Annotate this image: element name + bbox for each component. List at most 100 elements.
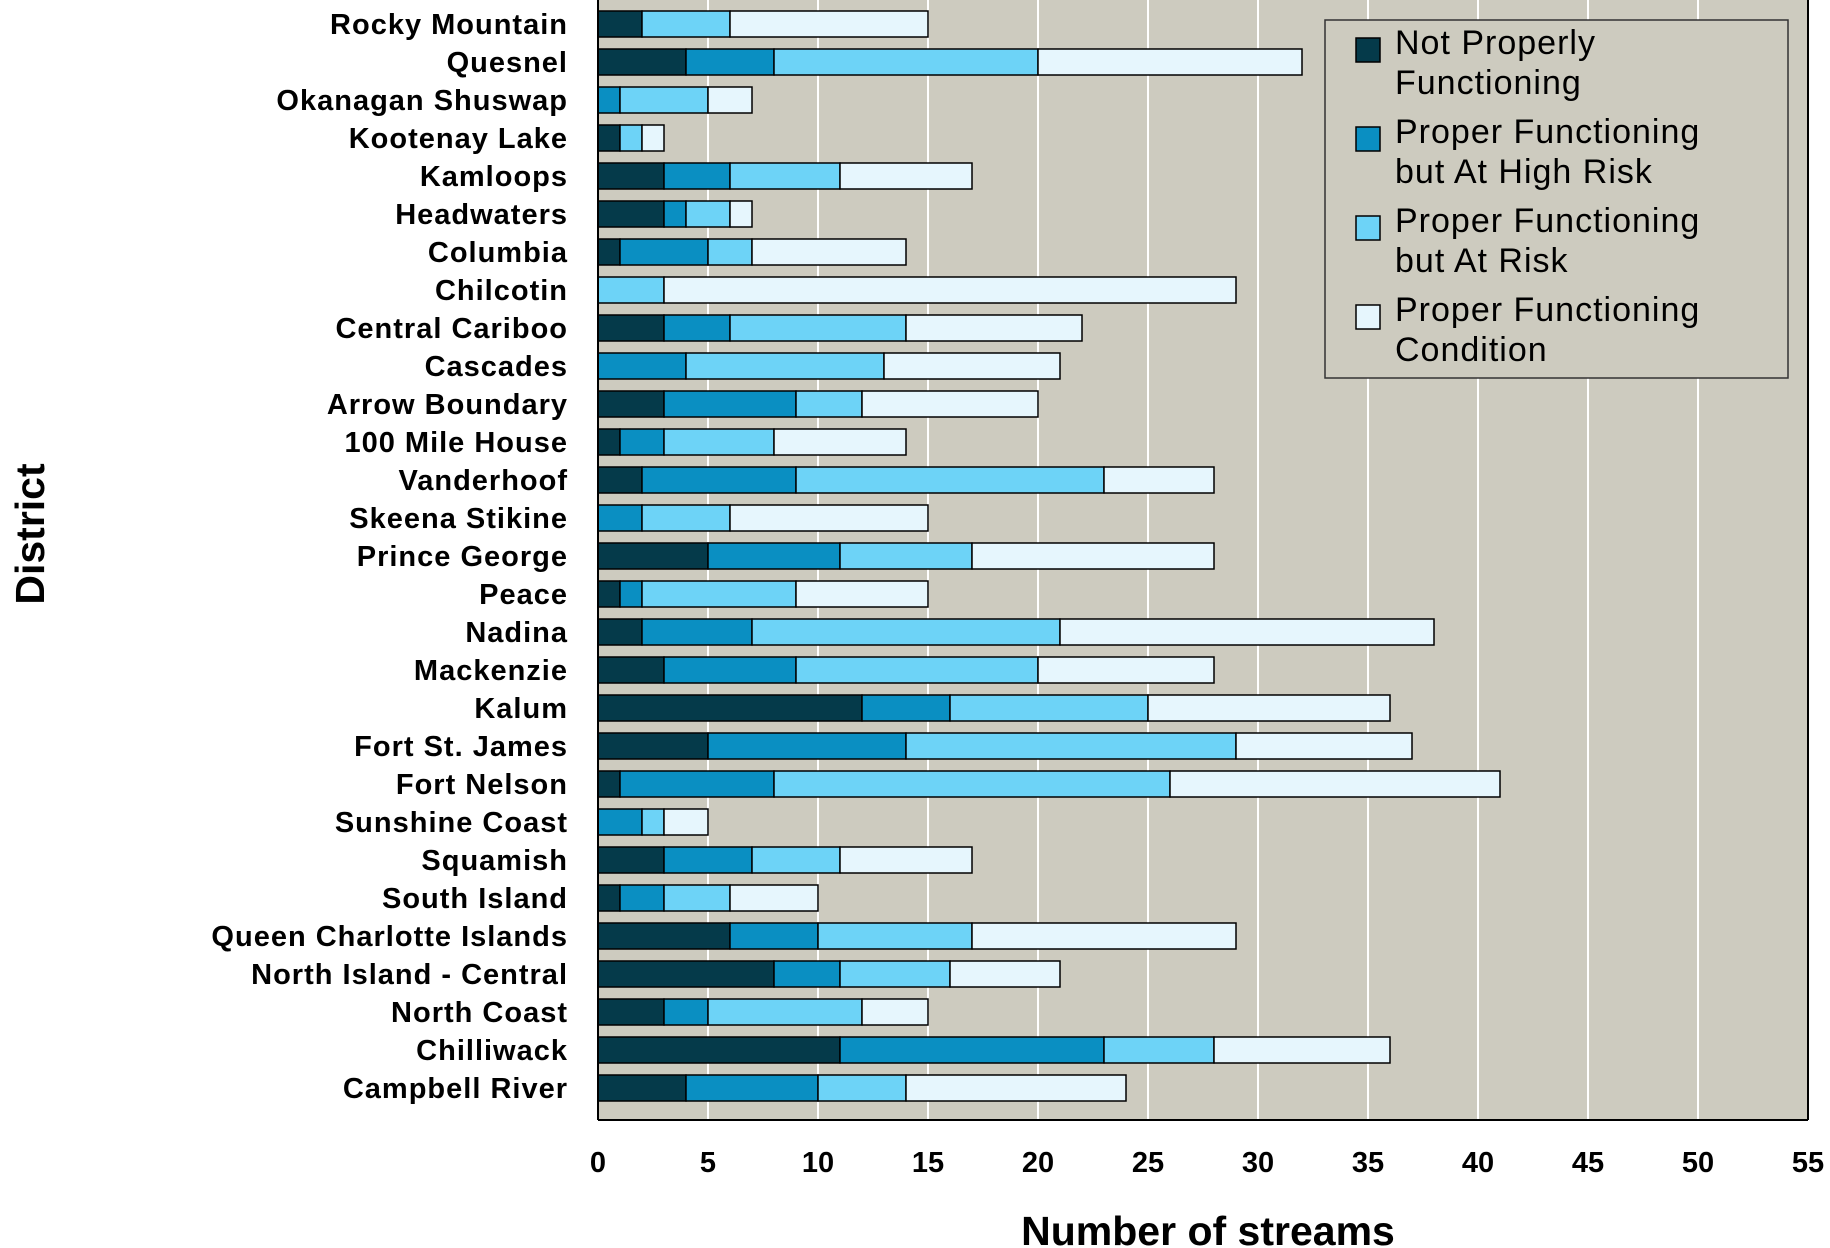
bar-segment [1235, 732, 1413, 760]
bar-segment [663, 428, 775, 456]
bar-segment [619, 86, 709, 114]
bar-segment [685, 200, 731, 228]
bar-segment [839, 960, 951, 988]
category-label: Chilcotin [435, 275, 568, 307]
bar-segment [597, 86, 621, 114]
legend-label: Condition [1395, 331, 1548, 369]
bar-segment [839, 542, 973, 570]
bar-segment [597, 770, 621, 798]
bar-segment [597, 1036, 841, 1064]
bar-segment [663, 808, 709, 836]
category-label: Queen Charlotte Islands [211, 921, 568, 953]
legend-label: Proper Functioning [1395, 113, 1700, 151]
bar-segment [905, 732, 1237, 760]
bar-segment [597, 656, 665, 684]
bar-segment [597, 1074, 687, 1102]
bar-segment [685, 352, 885, 380]
bar-segment [729, 504, 929, 532]
legend-label: Not Properly [1395, 24, 1596, 62]
bar-segment [641, 466, 797, 494]
bars [597, 10, 1501, 1102]
legend-swatch [1355, 304, 1381, 330]
x-tick-label: 50 [1682, 1147, 1714, 1179]
category-label: South Island [382, 883, 568, 915]
bar-segment [905, 314, 1083, 342]
x-tick-label: 55 [1792, 1147, 1824, 1179]
category-label: Peace [479, 579, 568, 611]
bar-segment [729, 10, 929, 38]
category-label: Fort Nelson [396, 769, 568, 801]
category-label: Kamloops [420, 161, 568, 193]
bar-segment [685, 48, 775, 76]
bar-segment [773, 48, 1039, 76]
x-tick-label: 35 [1352, 1147, 1384, 1179]
bar-segment [1147, 694, 1391, 722]
bar-segment [1103, 1036, 1215, 1064]
bar-segment [597, 846, 665, 874]
bar-segment [861, 390, 1039, 418]
bar-segment [597, 580, 621, 608]
bar-segment [597, 618, 643, 646]
legend-swatch [1355, 37, 1381, 63]
bar-segment [1213, 1036, 1391, 1064]
bar-segment [971, 542, 1215, 570]
bar-segment [597, 276, 665, 304]
bar-segment [597, 48, 687, 76]
bar-segment [795, 466, 1105, 494]
bar-segment [619, 238, 709, 266]
category-label: Prince George [357, 541, 568, 573]
bar-segment [663, 162, 731, 190]
category-label: Fort St. James [354, 731, 568, 763]
legend-label: but At Risk [1395, 242, 1569, 280]
category-label: North Island - Central [251, 959, 568, 991]
category-label: Nadina [465, 617, 568, 649]
category-label: Mackenzie [414, 655, 568, 687]
category-label: Arrow Boundary [327, 389, 568, 421]
bar-segment [861, 694, 951, 722]
category-label: North Coast [391, 997, 568, 1029]
legend-label: Functioning [1395, 64, 1582, 102]
bar-segment [597, 200, 665, 228]
bar-segment [663, 998, 709, 1026]
bar-segment [861, 998, 929, 1026]
x-tick-label: 20 [1022, 1147, 1054, 1179]
bar-segment [597, 542, 709, 570]
x-tick-label: 0 [590, 1147, 606, 1179]
bar-segment [663, 656, 797, 684]
bar-segment [729, 314, 907, 342]
category-label: Squamish [421, 845, 568, 877]
category-label: Chilliwack [416, 1035, 568, 1067]
bar-segment [619, 884, 665, 912]
bar-segment [1037, 656, 1215, 684]
bar-segment [597, 124, 621, 152]
bar-segment [619, 428, 665, 456]
bar-segment [1037, 48, 1303, 76]
bar-segment [795, 390, 863, 418]
category-label: 100 Mile House [344, 427, 568, 459]
bar-segment [597, 998, 665, 1026]
bar-segment [597, 922, 731, 950]
bar-segment [663, 314, 731, 342]
bar-segment [751, 846, 841, 874]
bar-segment [707, 86, 753, 114]
category-label: Sunshine Coast [335, 807, 568, 839]
bar-segment [597, 162, 665, 190]
bar-segment [839, 162, 973, 190]
bar-segment [729, 200, 753, 228]
x-tick-labels: 0 5 10 15 20 25 30 35 40 45 50 55 [590, 1147, 1824, 1179]
bar-segment [641, 10, 731, 38]
bar-segment [597, 732, 709, 760]
bar-segment [795, 656, 1039, 684]
bar-segment [663, 200, 687, 228]
bar-segment [817, 922, 973, 950]
category-label: Kalum [474, 693, 568, 725]
x-tick-label: 5 [700, 1147, 716, 1179]
bar-segment [641, 504, 731, 532]
legend-label: but At High Risk [1395, 153, 1653, 191]
bar-segment [1059, 618, 1435, 646]
legend-label: Proper Functioning [1395, 291, 1700, 329]
x-tick-label: 40 [1462, 1147, 1494, 1179]
category-label: Campbell River [343, 1073, 568, 1105]
bar-segment [773, 960, 841, 988]
